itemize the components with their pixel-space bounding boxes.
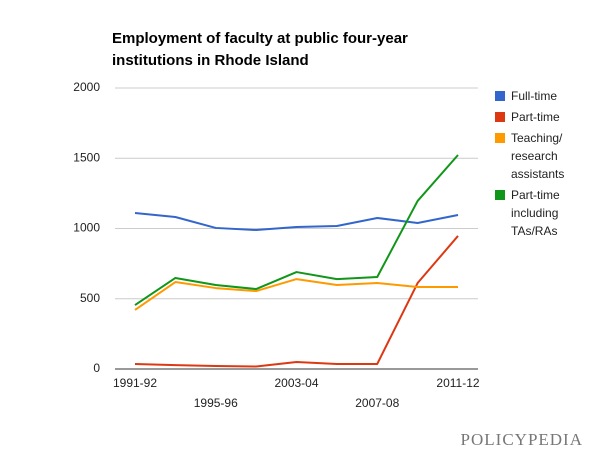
x-tick-label: 2007-08 bbox=[355, 396, 399, 410]
legend-swatch bbox=[495, 112, 505, 122]
series-line bbox=[134, 278, 458, 311]
y-tick-label: 1500 bbox=[73, 150, 100, 164]
legend-label: Part-time bbox=[511, 110, 560, 124]
series-line bbox=[134, 154, 459, 306]
y-tick-label: 0 bbox=[93, 361, 100, 375]
x-tick-label: 2003-04 bbox=[274, 376, 318, 390]
y-tick-label: 2000 bbox=[73, 80, 100, 94]
x-tick-label: 1995-96 bbox=[194, 396, 238, 410]
legend-swatch bbox=[495, 91, 505, 101]
legend-label: Full-time bbox=[511, 89, 558, 103]
y-tick-label: 1000 bbox=[73, 221, 100, 235]
chart-title: Employment of faculty at public four-yea… bbox=[112, 30, 408, 69]
x-tick-label: 1991-92 bbox=[113, 376, 157, 390]
series-line bbox=[134, 212, 459, 232]
legend-swatch bbox=[495, 133, 505, 143]
legend-label: Part-time including TAs/RAs bbox=[511, 188, 560, 238]
logo: POLICYPEDIA bbox=[460, 430, 583, 449]
y-tick-label: 500 bbox=[80, 291, 100, 305]
legend-label: Teaching/ research assistants bbox=[511, 131, 565, 181]
series-line bbox=[134, 235, 459, 368]
legend-swatch bbox=[495, 190, 505, 200]
x-tick-label: 2011-12 bbox=[436, 376, 479, 390]
